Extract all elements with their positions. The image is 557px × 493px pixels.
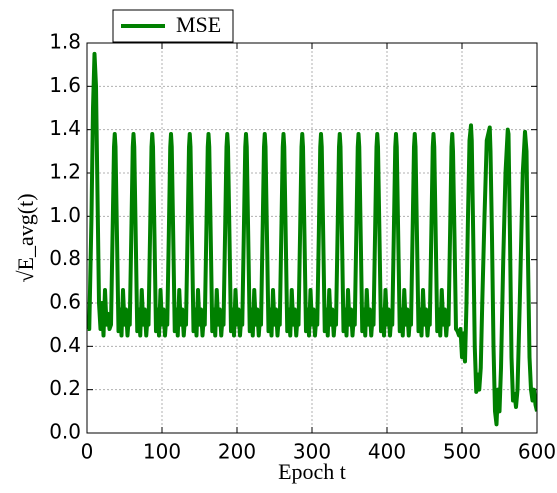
plot-frame — [86, 42, 538, 434]
y-axis-label: √E_avg(t) — [13, 193, 38, 282]
x-tick-label: 0 — [81, 440, 94, 464]
y-tick-label: 1.8 — [49, 30, 81, 54]
y-tick-label: 1.6 — [49, 73, 81, 97]
data-line — [87, 51, 537, 427]
x-tick-label: 300 — [293, 440, 331, 464]
y-tick-label: 0.4 — [49, 333, 81, 357]
y-tick-label: 1.4 — [49, 116, 81, 140]
x-tick-label: 200 — [218, 440, 256, 464]
x-tick-label: 500 — [443, 440, 481, 464]
y-tick-label: 0.6 — [49, 290, 81, 314]
x-tick-label: 600 — [518, 440, 556, 464]
x-tick-label: 400 — [368, 440, 406, 464]
y-tick-label: 1.0 — [49, 203, 81, 227]
legend-label: MSE — [176, 12, 221, 37]
y-tick-label: 0.2 — [49, 376, 81, 400]
x-tick-label: 100 — [143, 440, 181, 464]
y-tick-label: 1.2 — [49, 160, 81, 184]
y-tick-label: 0.0 — [49, 420, 81, 444]
y-tick-label: 0.8 — [49, 246, 81, 270]
x-axis-label: Epoch t — [278, 459, 346, 484]
